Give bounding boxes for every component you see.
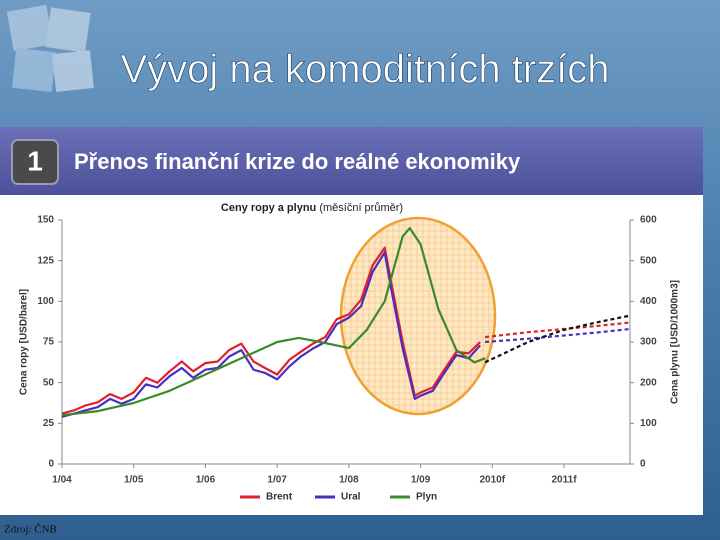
y-tick-label: 125 [37, 255, 54, 266]
series-line [61, 251, 481, 418]
legend-label: Plyn [416, 492, 437, 503]
forecast-line [484, 314, 631, 364]
series-line [61, 227, 486, 417]
y-tick-label: 150 [37, 215, 54, 226]
y-tick-label: 25 [43, 418, 55, 429]
chart-title: Ceny ropy a plynu (měsíční průměr) [221, 202, 403, 214]
legend-label: Ural [341, 492, 361, 503]
y-tick-label: 75 [43, 337, 55, 348]
chart-subtitle: (měsíční průměr) [319, 202, 403, 214]
x-tick-label: 1/08 [339, 475, 359, 486]
x-tick-label: 1/04 [52, 475, 72, 486]
y2-axis-label: Cena plynu [USD/1000m3] [670, 280, 681, 404]
chart-title-main: Ceny ropy a plynu [221, 202, 316, 214]
x-tick-label: 2011f [552, 475, 578, 486]
x-tick-label: 2010f [480, 475, 506, 486]
source-note: Zdroj: ČNB [4, 524, 57, 536]
x-tick-label: 1/07 [267, 475, 287, 486]
x-tick-label: 1/09 [411, 475, 431, 486]
y2-tick-label: 600 [640, 215, 657, 226]
panel-badge [11, 139, 59, 185]
panel-title: Přenos finanční krize do reálné ekonomik… [74, 149, 521, 174]
legend-label: Brent [266, 492, 293, 503]
y-axis-label: Cena ropy [USD/barel] [19, 289, 30, 395]
y2-tick-label: 100 [640, 418, 657, 429]
highlight-circle [339, 216, 497, 416]
y-tick-label: 0 [48, 459, 54, 470]
y2-tick-label: 500 [640, 255, 657, 266]
forecast-line [485, 327, 631, 344]
panel-header [0, 127, 703, 195]
puzzle-logo [6, 4, 94, 92]
y-tick-label: 50 [43, 377, 55, 388]
y2-tick-label: 0 [640, 459, 646, 470]
y2-tick-label: 200 [640, 377, 657, 388]
x-tick-label: 1/06 [196, 475, 216, 486]
y2-tick-label: 400 [640, 296, 657, 307]
slide-title: Vývoj na komoditních trzích [120, 48, 609, 92]
panel-number: 1 [27, 145, 43, 176]
y2-tick-label: 300 [640, 337, 657, 348]
x-tick-label: 1/05 [124, 475, 144, 486]
y-tick-label: 100 [37, 296, 54, 307]
